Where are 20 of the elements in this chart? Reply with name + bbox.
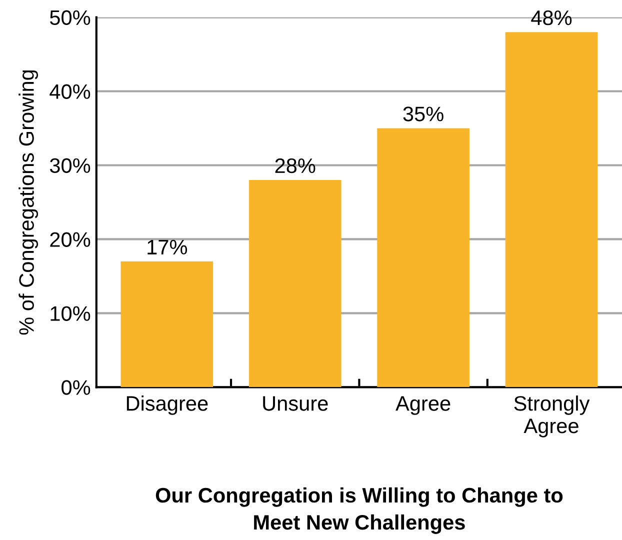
x-tick-label: Disagree	[126, 396, 208, 415]
y-tick-label: 0%	[62, 380, 90, 395]
y-tick-label: 20%	[50, 232, 90, 247]
y-axis-title: % of Congregations Growing	[18, 70, 38, 335]
data-label: 17%	[148, 240, 188, 254]
x-axis-title: Our Congregation is Willing to Change to Meet New Challenges	[156, 487, 563, 534]
data-label: 35%	[403, 106, 444, 122]
data-label: 28%	[275, 158, 316, 174]
y-tick-label: 50%	[50, 10, 90, 26]
x-tick-label: Unsure	[263, 396, 328, 411]
y-tick-label: 10%	[50, 306, 90, 321]
bar	[377, 128, 470, 388]
y-tick-label: 40%	[50, 84, 90, 100]
data-label: 48%	[531, 10, 572, 26]
x-tick-label: Agree	[396, 396, 450, 415]
y-tick-label: 30%	[50, 158, 90, 173]
bar	[248, 180, 342, 388]
bar	[505, 32, 598, 388]
x-tick-label: Strongly Agree	[514, 396, 590, 438]
bar	[120, 261, 214, 388]
